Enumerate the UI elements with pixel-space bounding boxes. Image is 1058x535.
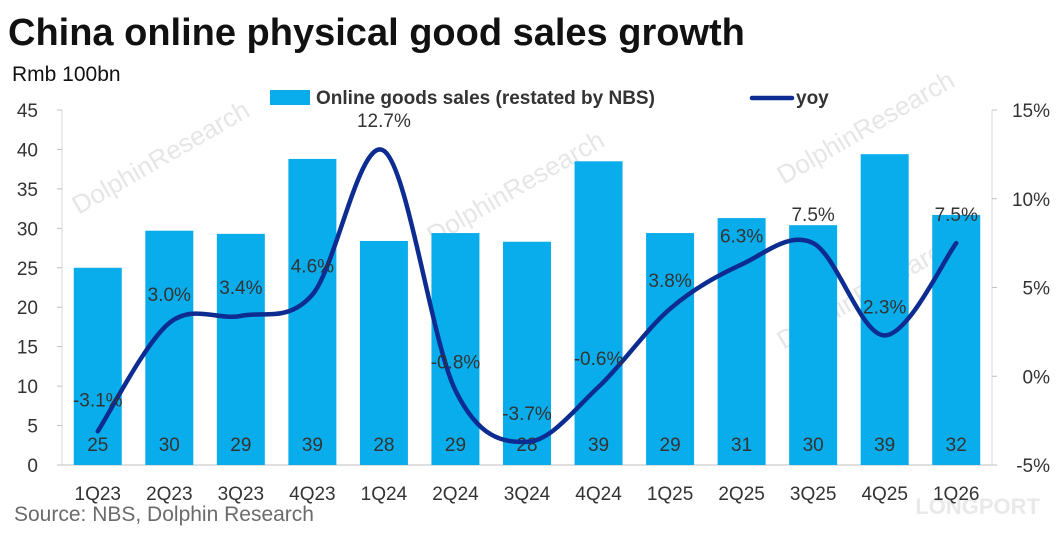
bar [860, 154, 909, 465]
yoy-value-label: 12.7% [357, 111, 411, 132]
bar-value-label: 39 [302, 435, 323, 456]
x-tick-label: 2Q24 [432, 484, 479, 505]
right-tick-label: 0% [1023, 367, 1051, 388]
bar-value-label: 31 [731, 435, 752, 456]
yoy-value-label: 7.5% [791, 205, 834, 226]
yoy-value-label: 4.6% [291, 257, 334, 278]
right-tick-label: 10% [1012, 190, 1050, 211]
watermark-logo-text: LONGPORT [915, 494, 1040, 519]
left-tick-label: 40 [17, 140, 38, 161]
x-tick-label: 3Q25 [790, 484, 836, 505]
bar [789, 225, 838, 465]
yoy-value-label: 3.4% [219, 278, 262, 299]
left-tick-label: 35 [17, 180, 38, 201]
bar-value-label: 28 [516, 435, 537, 456]
x-tick-label: 4Q23 [289, 484, 335, 505]
bar-value-label: 29 [660, 435, 681, 456]
bar-value-label: 30 [159, 435, 180, 456]
bar-value-label: 32 [946, 435, 967, 456]
legend: Online goods sales (restated by NBS) yoy [270, 88, 829, 109]
yoy-labels-layer: -3.1% 3.0% 3.4% 4.6% 12.7% -0.8% -3.7% -0.6% 3.8… [73, 111, 978, 425]
source-note: Source: NBS, Dolphin Research [14, 503, 314, 526]
x-tick-label: 3Q24 [504, 484, 551, 505]
right-tick-label: -5% [1016, 456, 1050, 477]
left-tick-label: 45 [17, 101, 38, 122]
bar [216, 233, 265, 465]
bar-value-label: 28 [373, 435, 394, 456]
x-tick-label: 1Q25 [647, 484, 693, 505]
yoy-value-label: 3.8% [648, 271, 691, 292]
x-tick-label: 4Q24 [575, 484, 622, 505]
yoy-line-layer [95, 147, 959, 445]
x-tick-label: 1Q26 [933, 484, 979, 505]
x-tick-label: 2Q25 [718, 484, 764, 505]
yoy-value-label: -0.8% [431, 352, 481, 373]
yoy-value-label: 3.0% [148, 285, 191, 306]
bar-value-label: 39 [588, 435, 609, 456]
yoy-value-label: 7.5% [935, 205, 978, 226]
bar-value-label: 29 [230, 435, 251, 456]
x-tick-label: 4Q25 [861, 484, 907, 505]
legend-label-bars: Online goods sales (restated by NBS) [316, 88, 655, 109]
right-tick-label: 5% [1023, 279, 1051, 300]
left-tick-label: 25 [17, 259, 38, 280]
yoy-value-label: -0.6% [574, 349, 624, 370]
yoy-value-label: -3.1% [73, 390, 123, 411]
yoy-value-label: -3.7% [502, 404, 552, 425]
bar [574, 161, 623, 465]
left-tick-label: 0 [27, 456, 38, 477]
bar-value-label: 25 [87, 435, 108, 456]
x-tick-label: 2Q23 [146, 484, 192, 505]
bar [503, 241, 551, 465]
x-tick-label: 1Q24 [361, 484, 408, 505]
x-tick-label: 1Q23 [75, 484, 121, 505]
bar-value-label: 30 [803, 435, 824, 456]
legend-label-line: yoy [796, 88, 829, 109]
chart-title: China online physical good sales growth [8, 12, 745, 54]
yoy-value-label: 2.3% [863, 297, 906, 318]
bar [145, 230, 194, 465]
bar [359, 240, 408, 465]
bar [646, 233, 695, 465]
left-axis-unit-label: Rmb 100bn [12, 63, 121, 86]
bar [932, 214, 981, 465]
bar-value-label: 29 [445, 435, 466, 456]
x-tick-label: 3Q23 [218, 484, 264, 505]
bar [431, 233, 480, 465]
legend-swatch-bars [270, 90, 310, 105]
left-tick-label: 10 [17, 377, 38, 398]
right-tick-label: 15% [1012, 101, 1050, 122]
left-tick-label: 5 [27, 417, 38, 438]
bar [288, 158, 337, 465]
left-tick-label: 15 [17, 338, 38, 359]
yoy-value-label: 6.3% [720, 226, 763, 247]
left-tick-label: 30 [17, 219, 38, 240]
bar-value-label: 39 [874, 435, 895, 456]
left-tick-label: 20 [17, 298, 38, 319]
bar [717, 218, 766, 465]
watermark-text: DolphinResearch [67, 94, 255, 220]
